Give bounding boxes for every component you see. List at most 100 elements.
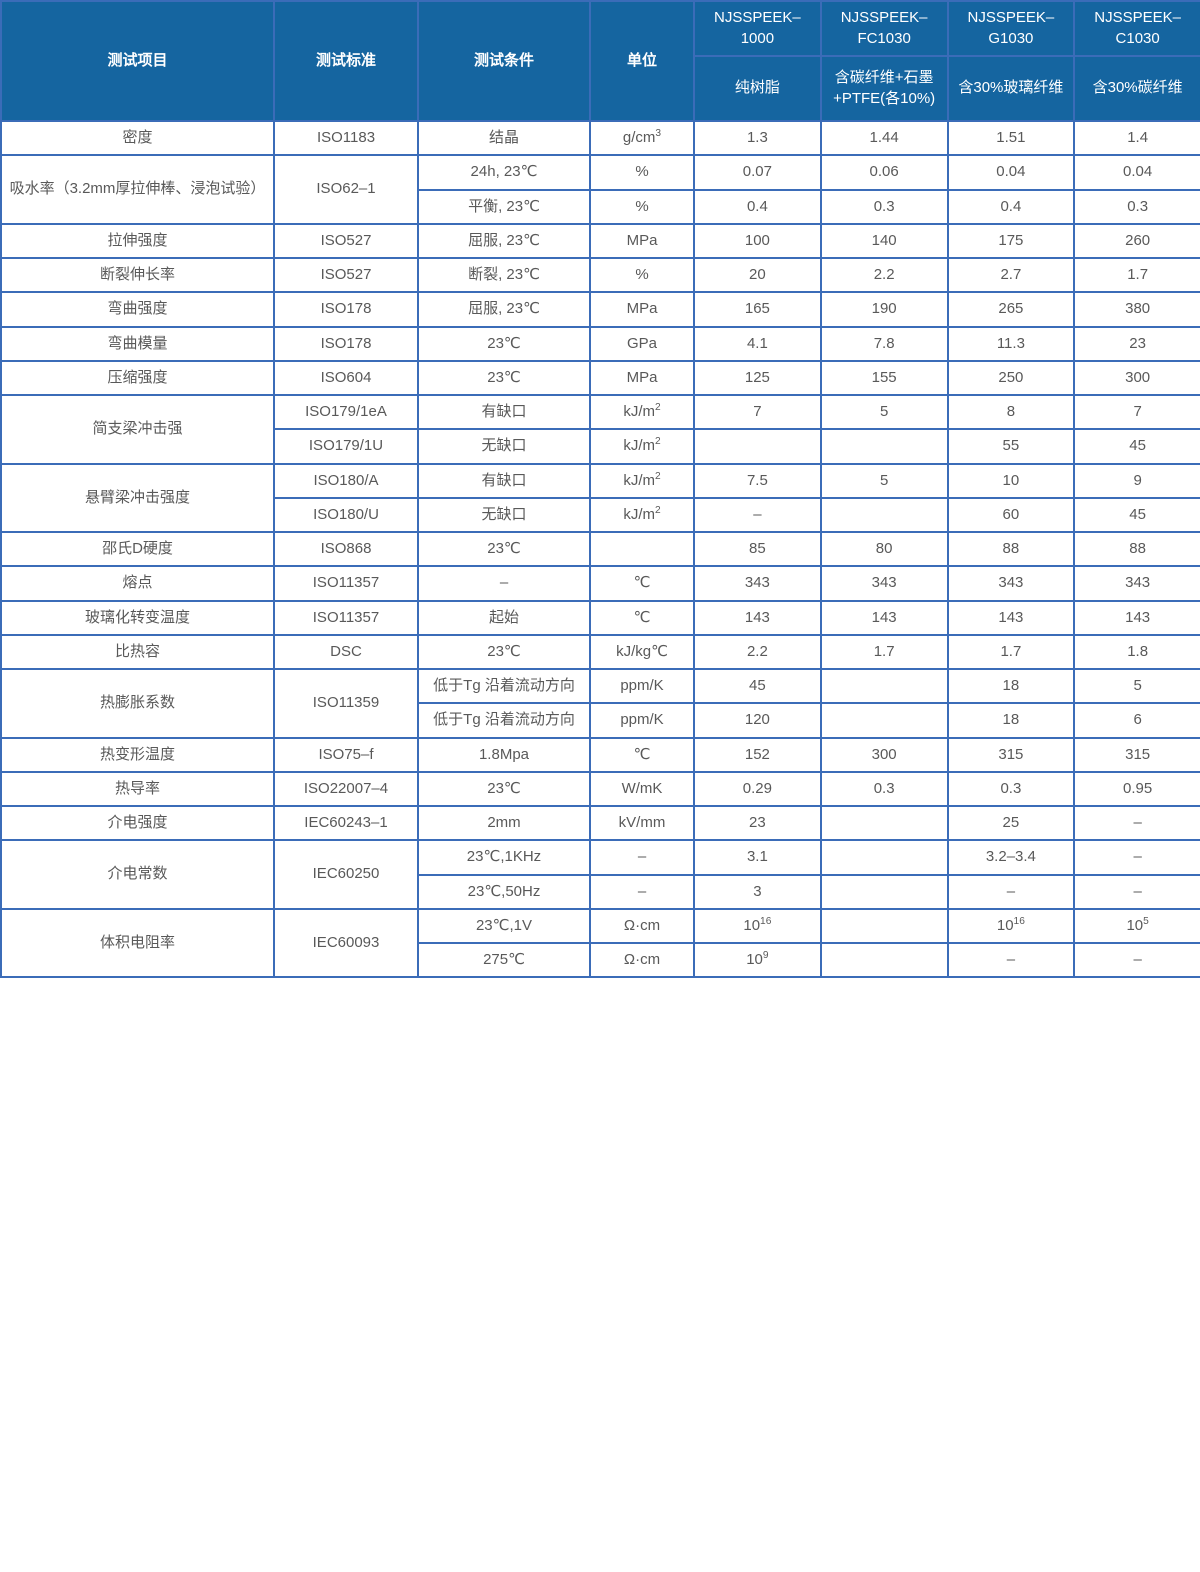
row-value-3: 105 <box>1073 907 1200 945</box>
row-condition: 低于Tg 沿着流动方向 <box>417 702 591 739</box>
row-value-3: 45 <box>1073 428 1200 465</box>
row-condition: 无缺口 <box>417 496 591 534</box>
superscript: 3 <box>655 128 662 139</box>
row-standard: ISO178 <box>273 325 419 362</box>
row-unit: ℃ <box>589 736 695 773</box>
row-standard: DSC <box>273 633 419 671</box>
row-item-label: 热膨胀系数 <box>0 668 275 739</box>
row-value-0: 4.1 <box>693 325 822 362</box>
row-unit: g/cm3 <box>589 119 695 157</box>
grade-desc-line2: +PTFE(各10%) <box>833 89 936 107</box>
header-grade-3: NJSSPEEK– C1030 <box>1073 0 1200 57</box>
header-test-condition: 测试条件 <box>417 0 591 122</box>
row-item-label: 邵氏D硬度 <box>0 530 275 568</box>
table-row: 介电强度 IEC60243–1 2mm kV/mm 23 25– <box>0 804 1200 842</box>
table-row: 平衡, 23℃% 0.4 0.3 0.4 0.3 <box>1 188 1200 225</box>
row-value-0: 2.2 <box>693 633 822 671</box>
row-standard: ISO11359 <box>273 668 419 739</box>
superscript: 16 <box>1013 915 1025 927</box>
grade-name-line2: 1000 <box>740 29 775 47</box>
row-value-3: – <box>1073 941 1200 979</box>
row-value-0: 152 <box>693 736 822 773</box>
row-value-3: 23 <box>1073 325 1200 362</box>
row-standard: ISO22007–4 <box>273 770 419 808</box>
row-unit: – <box>589 873 695 910</box>
row-value-2: 3.2–3.4 <box>946 839 1076 876</box>
row-value-3: – <box>1073 804 1200 842</box>
row-value-2: 143 <box>946 599 1076 636</box>
row-value-1: 80 <box>819 530 949 568</box>
row-standard: ISO179/1U <box>273 428 419 465</box>
row-item-label: 压缩强度 <box>0 359 275 397</box>
row-value-3: 0.3 <box>1073 188 1200 225</box>
row-value-0: 20 <box>693 256 822 294</box>
row-value-3: 1.8 <box>1073 633 1200 671</box>
row-unit: % <box>589 154 695 191</box>
row-value-1 <box>819 941 949 979</box>
row-unit: ppm/K <box>589 667 695 705</box>
row-standard: ISO11357 <box>273 599 419 636</box>
row-value-1 <box>819 496 949 534</box>
row-value-3: 1.4 <box>1073 119 1200 157</box>
table-row: 熔点 ISO11357– ℃ 343 343 343 343 <box>0 565 1200 602</box>
row-unit: Ω·cm <box>589 907 695 945</box>
row-standard: ISO1183 <box>273 119 419 157</box>
row-value-3: 315 <box>1073 736 1200 773</box>
header-test-item: 测试项目 <box>0 0 275 122</box>
row-value-3: 7 <box>1073 393 1200 431</box>
row-value-2: 265 <box>946 291 1076 328</box>
row-value-1: 1.44 <box>819 119 949 157</box>
header-unit: 单位 <box>589 0 695 122</box>
table-row: 弯曲模量 ISO178 23℃ GPa 4.1 7.8 11.3 23 <box>0 325 1200 362</box>
row-condition: 24h, 23℃ <box>417 154 591 191</box>
row-value-1 <box>819 907 949 945</box>
row-value-2: 2.7 <box>946 256 1076 294</box>
row-item-label: 弯曲强度 <box>0 291 275 328</box>
row-value-2: 343 <box>946 565 1076 602</box>
table-row: 比热容 DSC 23℃ kJ/kg℃ 2.2 1.7 1.7 1.8 <box>0 633 1200 671</box>
row-condition: 23℃ <box>417 770 591 808</box>
row-condition: 结晶 <box>417 119 591 157</box>
row-value-1 <box>819 873 949 910</box>
superscript: 16 <box>760 915 772 927</box>
row-value-3: 45 <box>1073 496 1200 534</box>
header-grade-0: NJSSPEEK– 1000 <box>693 0 822 57</box>
row-value-1: 7.8 <box>819 325 949 362</box>
row-unit: ℃ <box>589 599 695 636</box>
row-value-1: 5 <box>819 462 949 499</box>
table-header: 测试项目 测试标准 测试条件 单位 NJSSPEEK– 1000 NJSSPEE… <box>0 0 1200 122</box>
row-condition: 1.8Mpa <box>417 736 591 773</box>
row-value-0: 3 <box>693 873 822 910</box>
row-unit: W/mK <box>589 770 695 808</box>
table-row: 23℃,50Hz –3– – <box>1 873 1200 910</box>
row-condition: 断裂, 23℃ <box>417 256 591 294</box>
row-value-1: 155 <box>819 359 949 397</box>
row-value-2: 10 <box>946 462 1076 499</box>
row-standard: ISO604 <box>273 359 419 397</box>
row-value-3: 0.04 <box>1073 154 1200 191</box>
table-row: ISO180/U 无缺口 kJ/m2– 60 45 <box>1 496 1200 534</box>
row-value-1 <box>819 428 949 465</box>
row-value-1 <box>819 804 949 842</box>
grade-name-line2: C1030 <box>1115 29 1160 47</box>
row-item-label: 玻璃化转变温度 <box>0 599 275 636</box>
row-value-0: 1.3 <box>693 119 822 157</box>
row-value-3: – <box>1073 839 1200 876</box>
row-condition: 2mm <box>417 804 591 842</box>
grade-name-line2: G1030 <box>988 29 1034 47</box>
row-unit: kJ/m2 <box>589 393 695 431</box>
row-unit: kJ/kg℃ <box>589 633 695 671</box>
row-value-0: 125 <box>693 359 822 397</box>
row-unit: MPa <box>589 222 695 260</box>
grade-name-line2: FC1030 <box>857 29 911 47</box>
header-grade-desc-1: 含碳纤维+石墨 +PTFE(各10%) <box>819 55 949 122</box>
row-value-1: 140 <box>819 222 949 260</box>
row-value-1: 190 <box>819 291 949 328</box>
table-row: 断裂伸长率 ISO527 断裂, 23℃% 20 2.2 2.7 1.7 <box>0 256 1200 294</box>
row-value-2: – <box>946 941 1076 979</box>
row-condition: 23℃ <box>417 359 591 397</box>
row-standard: ISO75–f <box>273 736 419 773</box>
grade-name-line1: NJSSPEEK– <box>840 9 928 27</box>
row-unit: MPa <box>589 359 695 397</box>
row-value-1: 0.3 <box>819 770 949 808</box>
